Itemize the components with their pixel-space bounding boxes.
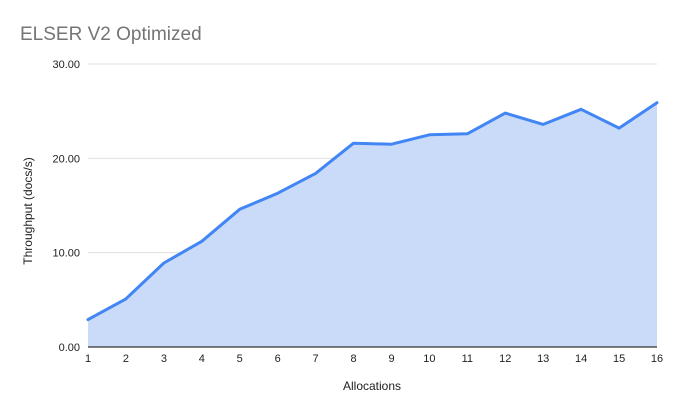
x-tick-label: 15: [613, 353, 625, 365]
y-tick-label: 10.00: [52, 248, 80, 260]
x-tick-label: 10: [423, 353, 435, 365]
series-line: [86, 101, 659, 322]
x-tick-label: 6: [275, 353, 281, 365]
x-tick-label: 2: [123, 353, 129, 365]
x-tick-label: 7: [313, 353, 319, 365]
x-tick-label: 3: [161, 353, 167, 365]
y-tick-label: 20.00: [52, 153, 80, 165]
x-tick-label: 5: [237, 353, 243, 365]
x-tick-label: 11: [462, 353, 473, 365]
x-tick-label: 9: [388, 353, 394, 365]
chart-title: ELSER V2 Optimized: [20, 24, 202, 45]
series-area: [88, 102, 657, 347]
x-tick-label: 12: [499, 353, 511, 365]
y-tick-label: 30.00: [52, 59, 80, 71]
y-tick-label: 0.00: [59, 342, 80, 354]
x-axis-title: Allocations: [342, 379, 402, 393]
x-tick-label: 16: [651, 353, 663, 365]
x-tick-label: 4: [199, 353, 205, 365]
x-tick-label: 1: [85, 353, 91, 365]
y-axis-title: Throughput (docs/s): [21, 157, 35, 265]
x-tick-label: 14: [575, 353, 587, 365]
x-tick-label: 13: [537, 353, 549, 365]
x-tick-label: 8: [350, 353, 356, 365]
